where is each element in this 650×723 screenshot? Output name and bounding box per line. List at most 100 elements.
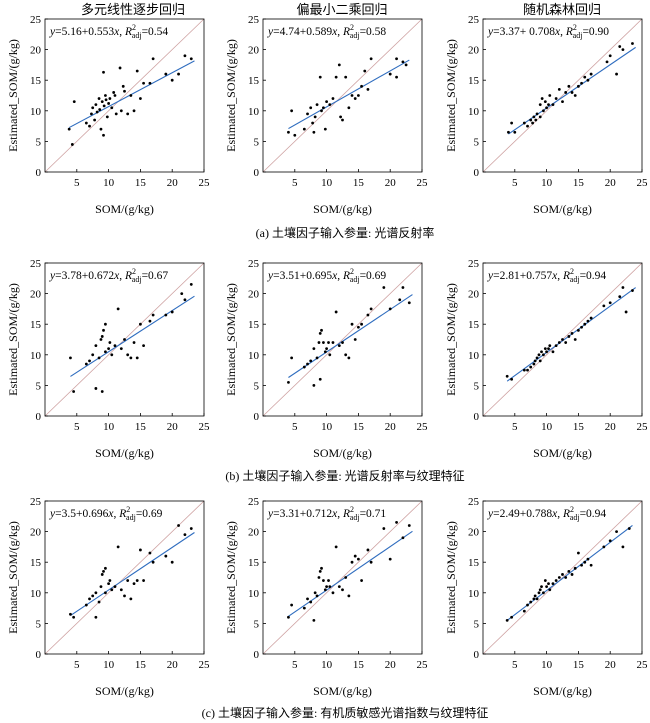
x-tick-label: 5 [512,421,518,433]
r2-superscript: 2 [570,267,574,276]
data-point [404,63,408,67]
data-point [148,551,152,555]
data-point [320,328,323,332]
data-point [325,347,328,351]
plot-frame [482,18,643,173]
data-point [542,109,545,113]
data-point [545,106,548,110]
r2-value: =0.94 [580,508,607,520]
y-tick-label: 5 [36,136,42,148]
data-point [164,313,168,317]
y-tick-label: 0 [36,411,42,423]
data-point [561,573,564,576]
regression-line [288,294,413,378]
r2-superscript: 2 [132,23,136,32]
x-tick-label: 5 [74,659,80,671]
data-point [564,341,568,344]
data-point [100,573,104,576]
data-point [353,338,357,341]
data-point [583,322,587,326]
data-point [573,338,577,341]
r2-value: =0.90 [582,26,609,38]
row-caption-c: (c) 土壤因子输入参量: 有机质敏感光谱指数与纹理特征 [202,705,489,720]
data-point [357,94,360,97]
eq-x-symbol: x [554,26,561,38]
y-tick-label: 20 [468,527,480,539]
data-point [290,603,294,607]
scatter-panel: 0 5 10 15 20 25 5 10 15 20 25 SOM/(g/kg) Estimated_S… [6,258,210,460]
data-point [580,325,583,329]
data-point [327,579,330,582]
data-point [540,585,543,589]
eq-coefficients: =3.31+0.712 [273,508,332,520]
data-point [531,121,535,125]
data-point [529,600,533,604]
data-point [605,60,609,64]
data-point [99,585,103,589]
data-point [180,292,184,295]
data-point [347,106,351,110]
data-point [507,130,510,134]
x-tick-label: 20 [385,421,397,433]
data-point [104,566,107,570]
data-point [309,106,313,110]
data-point [366,548,370,552]
y-axis-label: Estimated_SOM/(g/kg) [444,521,458,634]
data-point [350,560,354,564]
x-axis-label: SOM/(g/kg) [533,446,592,460]
r2-symbol: R [124,26,132,38]
data-point [548,588,552,592]
data-point [312,130,316,134]
data-point [551,350,555,354]
data-point [323,350,327,354]
regression-line [70,532,195,616]
eq-coefficients: =3.37+ 0.708 [493,26,555,38]
data-point [113,344,117,348]
x-tick-label: 10 [321,421,333,433]
data-point [88,597,91,601]
data-point [401,286,405,289]
r2-symbol: R [118,508,126,520]
data-point [398,298,402,302]
data-point [189,527,193,530]
y-tick-label: 0 [474,649,480,661]
data-point [543,100,547,104]
regression-equation: y=3.31+0.712x, R2 adj=0.71 [267,505,386,522]
data-point [522,368,526,372]
eq-x-symbol: x [551,508,558,520]
data-point [132,109,136,113]
data-point [69,356,72,360]
scatter-panel: 0 5 10 15 20 25 5 10 15 20 25 SOM/(g/kg) Estimated_S… [224,14,428,216]
data-point [139,548,142,552]
plot-frame [262,500,423,655]
data-point [538,588,542,592]
x-tick-label: 25 [637,177,649,189]
y-tick-label: 20 [248,527,260,539]
data-point [513,130,517,134]
data-point [110,106,114,110]
data-point [135,579,139,582]
y-tick-label: 5 [254,136,260,148]
y-tick-label: 15 [30,319,42,331]
data-point [347,356,351,360]
x-tick-label: 10 [541,177,553,189]
x-tick-label: 20 [605,421,617,433]
data-point [107,582,110,586]
data-point [322,106,325,110]
y-tick-label: 0 [474,167,480,179]
plot-frame [262,262,423,417]
x-tick-label: 10 [321,177,333,189]
data-point [543,347,547,351]
data-point [84,362,88,366]
data-point [302,127,306,131]
data-point [104,350,107,354]
regression-equation: y=2.49+0.788x, R2 adj=0.94 [487,505,606,522]
data-point [382,527,386,530]
x-tick-label: 15 [135,421,147,433]
data-point [148,319,152,323]
data-point [395,57,398,61]
x-tick-label: 20 [605,177,617,189]
data-point [70,143,74,146]
y-tick-label: 15 [30,75,42,87]
eq-x-symbol: x [551,270,558,282]
